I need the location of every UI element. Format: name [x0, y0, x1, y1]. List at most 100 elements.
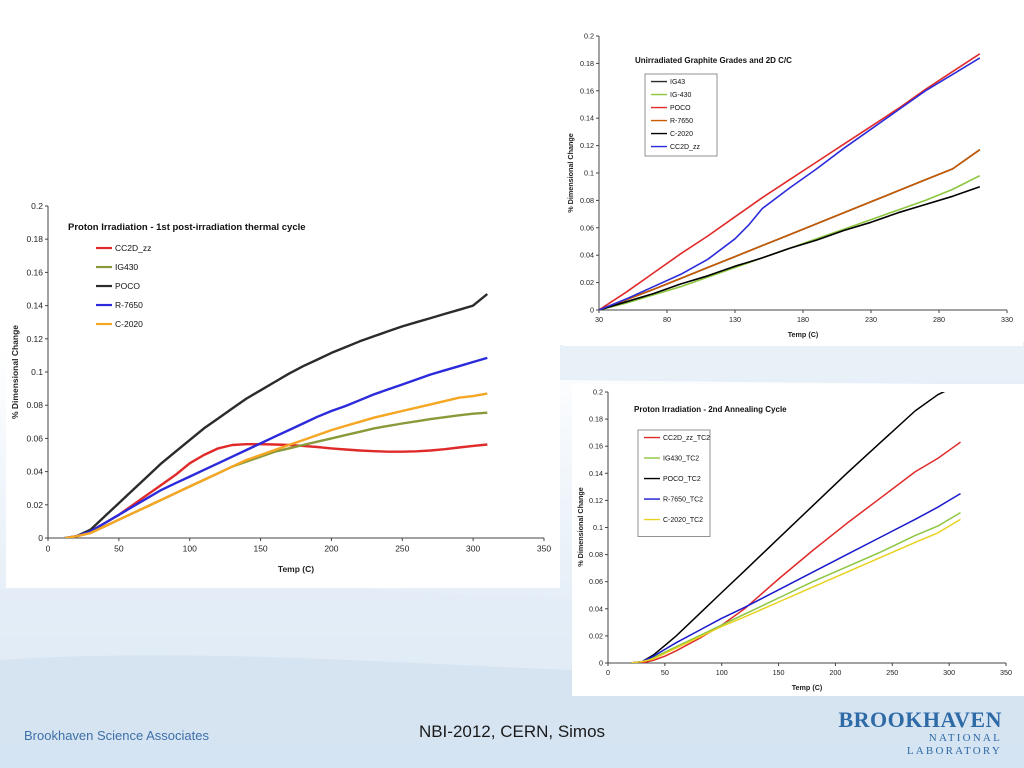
- x-tick-label: 30: [595, 315, 603, 324]
- legend-label-POCO_TC2: POCO_TC2: [663, 476, 701, 483]
- legend-label-CC2D_zz_TC2: CC2D_zz_TC2: [663, 435, 710, 442]
- x-tick-label: 330: [1001, 315, 1013, 324]
- chart-top-right: 0 0.02 0.04 0.06 0.08 0.1 0.12 0.14 0.16 0.18 0.2 3…: [563, 28, 1023, 346]
- x-tick-label: 350: [537, 544, 551, 554]
- y-tick-label: 0: [599, 659, 603, 668]
- legend-label-C-2020_TC2: C-2020_TC2: [663, 517, 703, 524]
- y-axis-label: % Dimensional Change: [576, 487, 585, 566]
- chart-left: 0 0.02 0.04 0.06 0.08 0.1 0.12 0.14 0.16 0.18 0.2 0…: [6, 196, 560, 588]
- x-tick-label: 200: [324, 544, 338, 554]
- series-line-POCO: [599, 53, 981, 310]
- series-line-CC2D_zz: [599, 57, 981, 310]
- chart-bottom-right: 0 0.02 0.04 0.06 0.08 0.1 0.12 0.14 0.16 0.18 0.2 0…: [572, 384, 1024, 696]
- x-tick-label: 130: [729, 315, 741, 324]
- brookhaven-science-associates-label: Brookhaven Science Associates: [24, 728, 209, 743]
- y-tick-label: 0.06: [26, 433, 43, 443]
- y-tick-label: 0: [590, 306, 594, 315]
- x-tick-label: 230: [865, 315, 877, 324]
- legend-label-POCO: POCO: [115, 281, 140, 291]
- x-tick-label: 280: [933, 315, 945, 324]
- legend-label-CC2D_zz: CC2D_zz: [670, 144, 700, 151]
- x-axis-label: Temp (C): [278, 564, 314, 574]
- y-axis-label: % Dimensional Change: [566, 133, 575, 212]
- series-line-R-7650: [599, 149, 981, 310]
- legend-label-CC2D_zz: CC2D_zz: [115, 243, 151, 253]
- y-tick-label: 0.1: [593, 523, 603, 532]
- legend-label-IG-430: IG-430: [670, 92, 692, 99]
- y-tick-label: 0.16: [580, 86, 594, 95]
- y-tick-label: 0: [38, 533, 43, 543]
- y-tick-label: 0.08: [589, 550, 603, 559]
- legend-label-IG43: IG43: [670, 79, 685, 86]
- x-tick-label: 100: [183, 544, 197, 554]
- y-tick-label: 0.2: [31, 201, 43, 211]
- y-tick-label: 0.06: [580, 223, 594, 232]
- series-line-C-2020: [599, 185, 981, 310]
- x-tick-label: 0: [46, 544, 51, 554]
- x-tick-label: 50: [661, 668, 669, 677]
- series-line-POCO: [64, 293, 489, 538]
- y-tick-label: 0.04: [580, 251, 594, 260]
- series-line-C-2020_TC2: [630, 518, 961, 663]
- legend-label-R-7650: R-7650: [115, 300, 143, 310]
- y-tick-label: 0.2: [593, 388, 603, 397]
- legend-label-IG430: IG430: [115, 262, 138, 272]
- x-tick-label: 180: [797, 315, 809, 324]
- x-tick-label: 250: [886, 668, 898, 677]
- y-tick-label: 0.02: [589, 631, 603, 640]
- y-tick-label: 0.14: [589, 469, 603, 478]
- x-tick-label: 300: [943, 668, 955, 677]
- series-line-POCO_TC2: [630, 392, 946, 663]
- y-axis-label: % Dimensional Change: [10, 325, 20, 419]
- x-axis-label: Temp (C): [788, 330, 819, 339]
- y-tick-label: 0.12: [589, 496, 603, 505]
- legend-label-C-2020: C-2020: [670, 131, 693, 138]
- y-tick-label: 0.1: [584, 169, 594, 178]
- series-line-C-2020: [64, 392, 488, 538]
- legend-box: [637, 429, 711, 537]
- legend-label-R-7650: R-7650: [670, 118, 693, 125]
- brookhaven-logo: BROOKHAVEN NATIONAL LABORATORY: [830, 708, 1002, 758]
- y-tick-label: 0.12: [26, 334, 43, 344]
- legend-box: [644, 73, 718, 157]
- y-tick-label: 0.08: [580, 196, 594, 205]
- y-tick-label: 0.04: [589, 604, 603, 613]
- y-tick-label: 0.18: [589, 415, 603, 424]
- series-line-IG430_TC2: [630, 511, 961, 663]
- logo-line-1: BROOKHAVEN: [838, 707, 1002, 732]
- legend-label-R-7650_TC2: R-7650_TC2: [663, 497, 703, 504]
- x-axis-label: Temp (C): [792, 683, 823, 692]
- legend-label-C-2020: C-2020: [115, 319, 143, 329]
- y-tick-label: 0.16: [589, 442, 603, 451]
- x-tick-label: 350: [1000, 668, 1012, 677]
- chart-title: Proton Irradiation - 1st post-irradiatio…: [68, 222, 306, 233]
- series-line-IG430: [64, 411, 488, 538]
- chart-title: Unirradiated Graphite Grades and 2D C/C: [635, 56, 792, 65]
- y-tick-label: 0.14: [26, 301, 43, 311]
- chart-title: Proton Irradiation - 2nd Annealing Cycle: [634, 405, 787, 414]
- footer-text: NBI-2012, CERN, Simos: [418, 722, 606, 741]
- x-tick-label: 50: [114, 544, 124, 554]
- y-tick-label: 0.02: [580, 278, 594, 287]
- series-line-IG-430: [599, 174, 981, 310]
- series-line-CC2D_zz: [64, 442, 488, 538]
- y-tick-label: 0.06: [589, 577, 603, 586]
- y-tick-label: 0.1: [31, 367, 43, 377]
- series-line-R-7650_TC2: [630, 492, 961, 663]
- x-tick-label: 300: [466, 544, 480, 554]
- x-tick-label: 250: [395, 544, 409, 554]
- legend-label-IG430_TC2: IG430_TC2: [663, 456, 699, 463]
- x-tick-label: 200: [829, 668, 841, 677]
- y-tick-label: 0.02: [26, 500, 43, 510]
- legend-label-POCO: POCO: [670, 105, 691, 112]
- y-tick-label: 0.04: [26, 467, 43, 477]
- y-tick-label: 0.18: [26, 234, 43, 244]
- logo-line-2: NATIONAL LABORATORY: [906, 732, 1002, 757]
- x-tick-label: 100: [716, 668, 728, 677]
- y-tick-label: 0.16: [26, 267, 43, 277]
- y-tick-label: 0.14: [580, 114, 594, 123]
- y-tick-label: 0.18: [580, 59, 594, 68]
- x-tick-label: 150: [773, 668, 785, 677]
- x-tick-label: 150: [253, 544, 267, 554]
- x-tick-label: 0: [606, 668, 610, 677]
